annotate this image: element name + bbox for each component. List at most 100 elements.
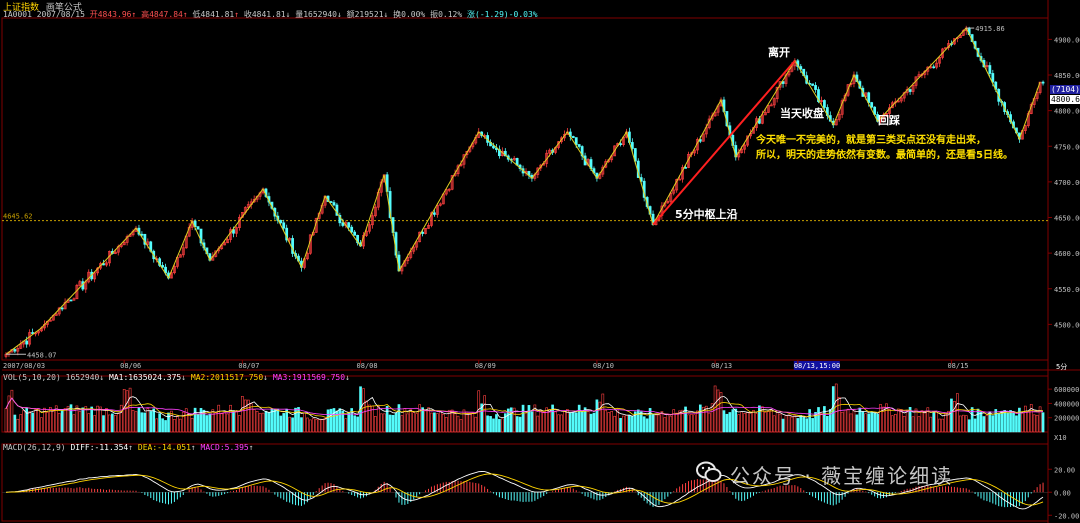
volume-bar [164, 420, 167, 433]
volume-bar [601, 393, 605, 433]
volume-bar [226, 413, 229, 433]
volume-bar [205, 415, 209, 433]
candle-body [119, 244, 123, 247]
bar-date: 2007/08/15 [36, 10, 85, 19]
volume-bar [799, 415, 803, 433]
chart-title-row: 上证指数 画笔公式 [3, 0, 82, 13]
volume-bar [474, 416, 478, 433]
candle-body [678, 178, 682, 181]
pullback-annotation: 回踩 [878, 114, 900, 127]
volume-bar [657, 414, 661, 433]
volume-bar [755, 413, 758, 433]
candle-body [173, 265, 176, 274]
volume-bar [828, 409, 832, 433]
candle-body [512, 158, 516, 161]
candle-body [560, 137, 563, 143]
volume-bar [303, 412, 306, 433]
volume-bar [223, 412, 226, 433]
volume-bar [761, 406, 764, 433]
candle-body [329, 201, 333, 203]
volume-bar [530, 411, 534, 433]
volume-bar [678, 410, 681, 433]
volume-bar [238, 415, 241, 433]
volume-bar [31, 412, 34, 433]
candle-body [574, 137, 578, 145]
volume-bar [893, 414, 897, 433]
volume-bar [737, 414, 741, 433]
volume-bar [158, 413, 161, 433]
candle-body [929, 66, 933, 69]
volume-bar [483, 395, 486, 433]
volume-bar [418, 404, 421, 433]
volume-bar [75, 405, 79, 433]
candle-body [820, 100, 823, 102]
volume-bar [453, 413, 457, 433]
candle-body [1041, 81, 1045, 84]
volume-bar [1015, 415, 1018, 433]
candle-body [740, 148, 744, 153]
candle-body [28, 332, 32, 345]
candle-body [246, 204, 250, 208]
volume-bar [666, 413, 670, 433]
volume-bar [4, 408, 8, 433]
volume-bar [255, 411, 259, 433]
volume-bar [421, 407, 424, 433]
candle-body [13, 349, 17, 352]
leave-annotation: 离开 [768, 46, 790, 59]
volume-bar [740, 411, 744, 433]
candle-body [140, 233, 144, 236]
volume-bar [719, 392, 723, 433]
volume-bar [1041, 412, 1045, 433]
candle-body [161, 265, 164, 268]
price-tick-label: 4700.00 [1054, 179, 1080, 187]
volume-bar [306, 417, 309, 433]
macd-panel [2, 471, 1048, 510]
volume-bar [696, 410, 699, 433]
comment-line-2: 所以，明天的走势依然有变数。最简单的，还是看5日线。 [756, 150, 1013, 161]
volume-bar [560, 414, 563, 433]
volume-bar [311, 418, 315, 433]
volume-bar [991, 415, 995, 433]
volume-bar [143, 412, 147, 433]
volume-bar [113, 414, 117, 433]
volume-bar [196, 413, 200, 433]
candle-body [840, 100, 844, 115]
volume-bar [22, 410, 26, 433]
volume-bar [241, 396, 244, 433]
volume-bar [879, 404, 882, 433]
candle-body [412, 246, 416, 252]
candle-body [25, 340, 29, 345]
high-value: 高4847.84 [141, 10, 183, 19]
volume-bar [131, 410, 135, 433]
volume-bar [362, 388, 365, 433]
candle-body [938, 56, 942, 64]
vol-ma2: MA2:2011517.750 [190, 373, 264, 382]
volume-bar [642, 416, 646, 433]
volume-bar [654, 414, 658, 433]
right-tag-price: 4800.65 [1050, 95, 1080, 104]
volume-bar [229, 404, 232, 433]
candle-body [288, 238, 292, 241]
candle-body [54, 313, 58, 316]
candle-body [763, 112, 767, 116]
volume-bar [373, 416, 377, 433]
volume-bar [713, 385, 717, 433]
candle-body [908, 89, 912, 92]
candle-body [60, 307, 64, 310]
candle-body [769, 104, 773, 107]
volume-bar [459, 419, 463, 433]
candle-body [713, 111, 717, 117]
volume-bar [1012, 412, 1015, 433]
volume-legend: VOL(5,10,20) 1652940↓ MA1:1635024.375↓ M… [3, 373, 350, 382]
candle-body [305, 252, 309, 260]
price-panel: 4915.86 4458.07 [2, 25, 1048, 359]
volume-bar [34, 409, 37, 433]
candle-body [684, 167, 687, 169]
volume-bar [368, 404, 371, 433]
volume-bar [846, 408, 850, 433]
candle-body [282, 222, 286, 229]
volume-bar [577, 404, 581, 433]
volume-bar [704, 405, 708, 433]
volume-bar [450, 409, 454, 433]
